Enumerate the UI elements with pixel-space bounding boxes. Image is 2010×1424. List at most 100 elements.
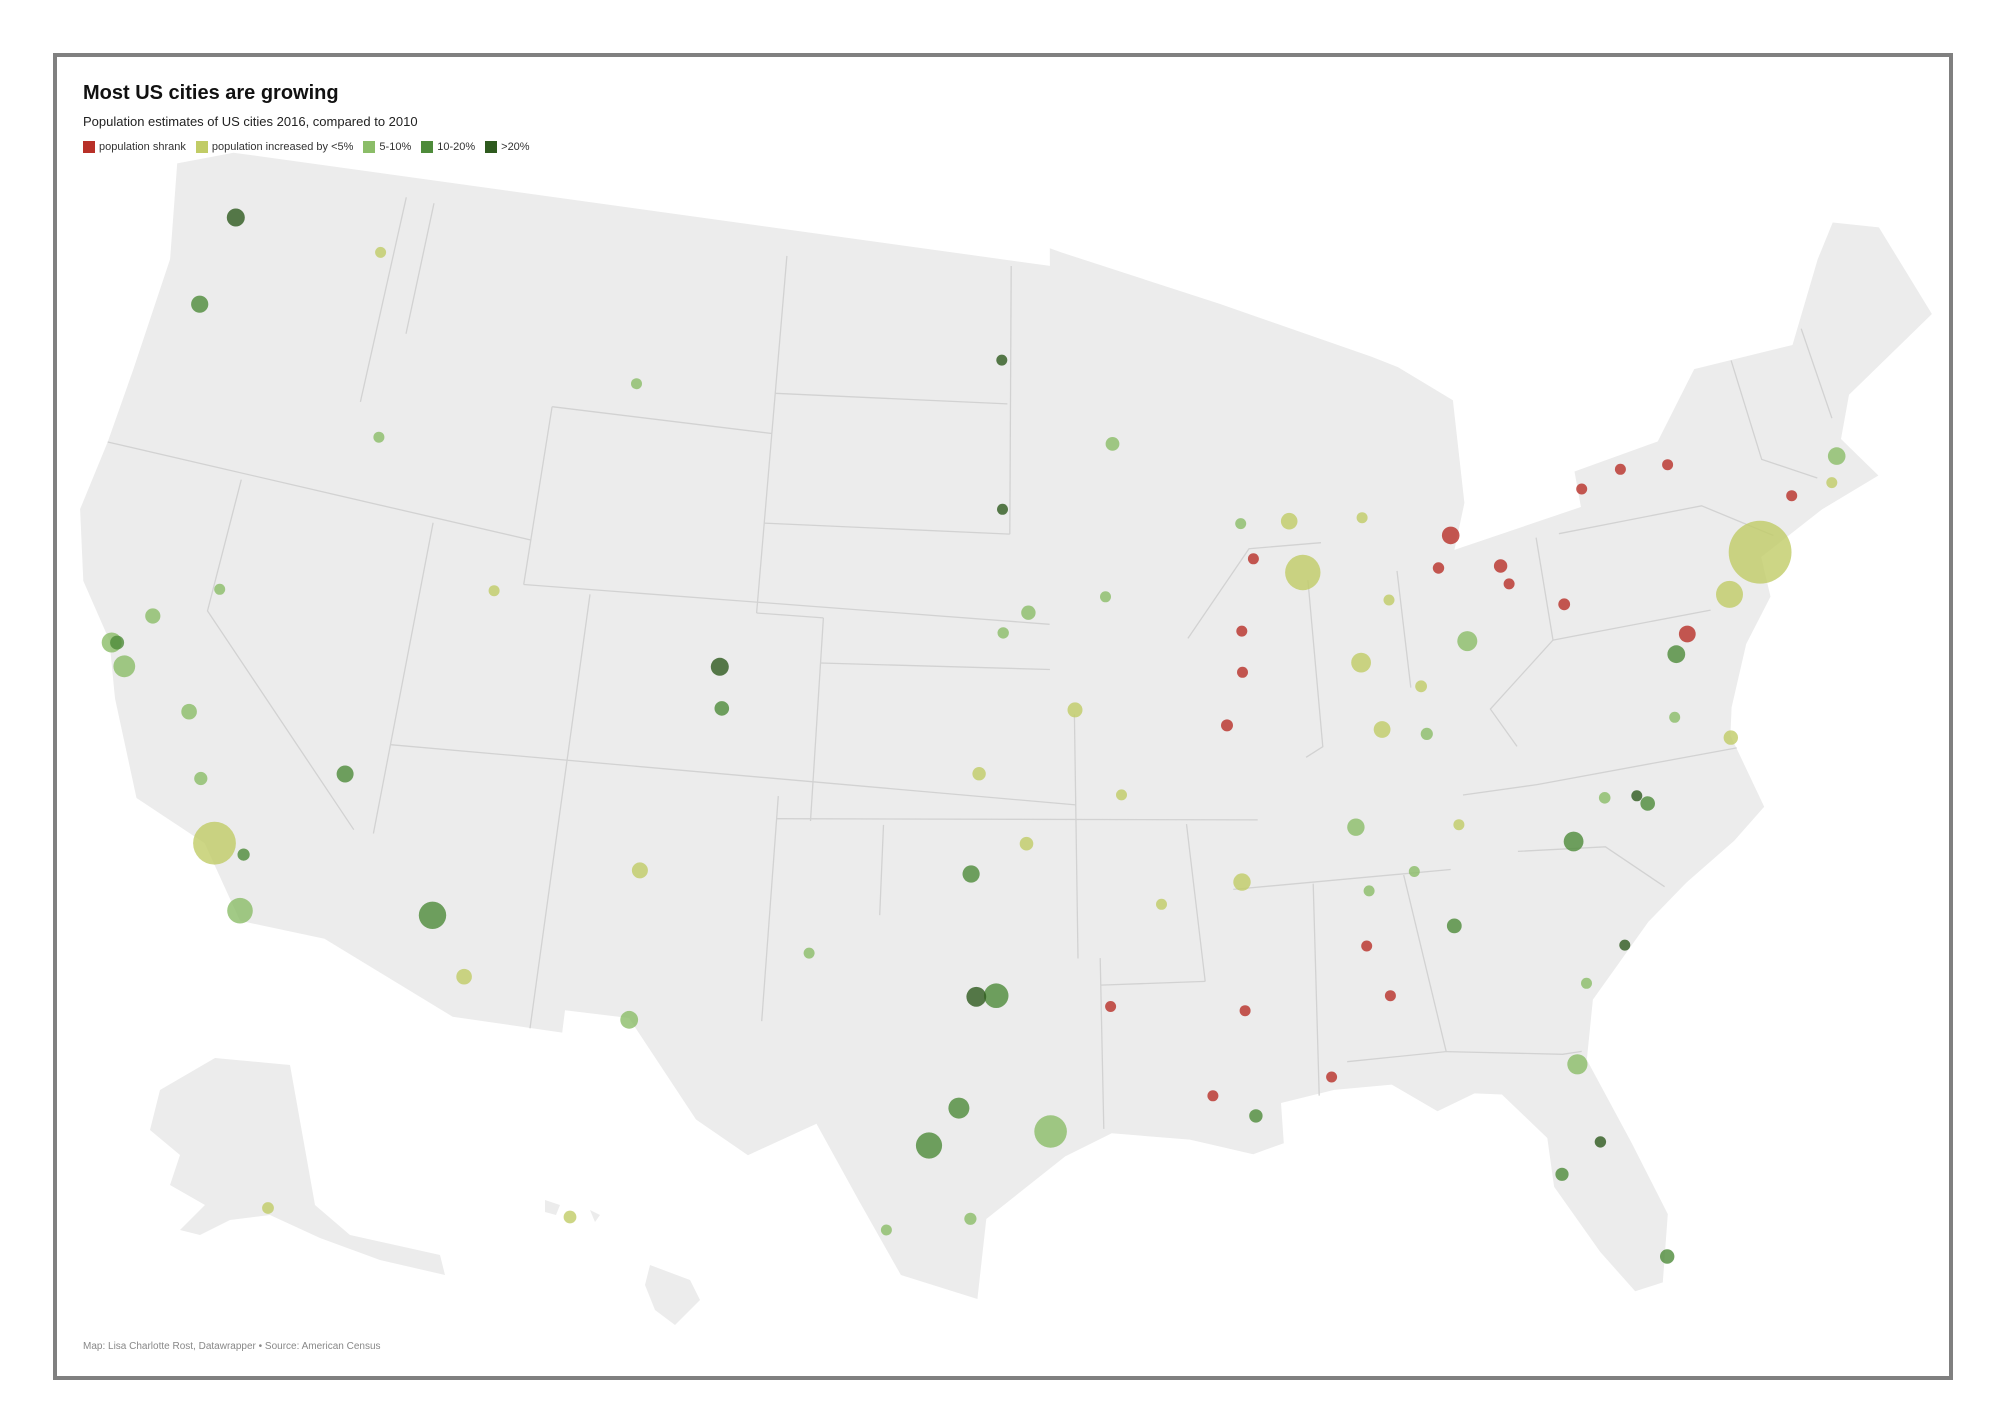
city-bubble[interactable] [214,583,226,595]
city-bubble[interactable] [1555,1167,1569,1181]
city-bubble[interactable] [1237,666,1248,678]
city-bubble[interactable] [1361,940,1373,952]
city-bubble[interactable] [262,1202,274,1214]
city-bubble[interactable] [1363,885,1375,897]
city-bubble[interactable] [1356,512,1368,524]
city-bubble[interactable] [1786,490,1798,502]
city-bubble[interactable] [1116,789,1127,801]
state-border [206,479,355,831]
city-bubble[interactable] [1384,990,1396,1002]
city-bubble[interactable] [1660,1249,1675,1264]
city-bubble[interactable] [418,901,447,929]
city-bubble[interactable] [962,865,980,883]
city-bubble[interactable] [1408,866,1420,877]
city-bubble[interactable] [1493,559,1508,573]
city-bubble[interactable] [1347,818,1365,836]
city-bubble[interactable] [1351,652,1371,673]
city-bubble[interactable] [915,1132,943,1159]
city-bubble[interactable] [1598,792,1611,804]
city-bubble[interactable] [1441,526,1460,545]
city-bubble[interactable] [1105,437,1120,451]
city-bubble[interactable] [1678,625,1696,643]
city-bubble[interactable] [181,703,197,720]
city-bubble[interactable] [1019,836,1034,851]
city-bubble[interactable] [803,947,815,959]
city-bubble[interactable] [373,431,385,443]
city-bubble[interactable] [1326,1071,1338,1083]
city-bubble[interactable] [1021,605,1036,620]
city-bubble[interactable] [1432,562,1445,574]
city-bubble[interactable] [880,1224,892,1236]
city-bubble[interactable] [1558,598,1571,611]
city-bubble[interactable] [1280,512,1298,530]
city-bubble[interactable] [1728,520,1792,584]
city-bubble[interactable] [375,246,387,258]
city-bubble[interactable] [1716,580,1743,608]
city-bubble[interactable] [1453,819,1465,831]
city-bubble[interactable] [1594,1136,1607,1148]
city-bubble[interactable] [1576,483,1588,495]
city-bubble[interactable] [1383,594,1395,606]
city-bubble[interactable] [1667,645,1686,664]
city-bubble[interactable] [1420,727,1433,741]
city-bubble[interactable] [193,821,236,865]
city-bubble[interactable] [1614,463,1626,475]
city-bubble[interactable] [1563,831,1584,852]
city-bubble[interactable] [996,354,1008,366]
city-bubble[interactable] [1415,680,1427,693]
city-bubble[interactable] [983,983,1009,1008]
city-bubble[interactable] [1247,553,1259,565]
city-bubble[interactable] [563,1210,577,1224]
city-bubble[interactable] [488,585,500,597]
city-bubble[interactable] [113,655,136,678]
city-bubble[interactable] [714,701,730,716]
city-bubble[interactable] [964,1212,977,1225]
city-bubble[interactable] [972,767,986,781]
city-bubble[interactable] [710,657,729,676]
city-bubble[interactable] [1826,477,1838,489]
state-border [1187,542,1322,639]
city-bubble[interactable] [997,503,1008,515]
city-bubble[interactable] [1640,796,1655,811]
city-bubble[interactable] [1100,591,1111,603]
city-bubble[interactable] [620,1010,639,1029]
city-bubble[interactable] [1827,447,1846,465]
city-bubble[interactable] [1446,918,1462,934]
city-bubble[interactable] [1457,631,1478,652]
city-bubble[interactable] [191,295,209,313]
city-bubble[interactable] [631,378,642,390]
city-bubble[interactable] [1669,711,1681,723]
city-bubble[interactable] [1567,1054,1588,1075]
city-bubble[interactable] [1236,625,1248,637]
city-bubble[interactable] [1285,554,1321,591]
city-bubble[interactable] [1373,721,1391,738]
city-bubble[interactable] [1156,898,1167,910]
city-bubble[interactable] [110,635,125,650]
city-bubble[interactable] [1067,702,1083,718]
city-bubble[interactable] [237,848,250,861]
city-bubble[interactable] [997,627,1009,639]
city-bubble[interactable] [1581,977,1592,989]
city-bubble[interactable] [948,1097,970,1119]
city-bubble[interactable] [1631,790,1643,802]
city-bubble[interactable] [1503,578,1515,590]
city-bubble[interactable] [1233,873,1251,891]
city-bubble[interactable] [227,897,253,924]
city-bubble[interactable] [966,986,987,1007]
city-bubble[interactable] [1207,1090,1219,1102]
city-bubble[interactable] [1662,459,1674,471]
city-bubble[interactable] [194,771,208,786]
city-bubble[interactable] [1105,1001,1117,1012]
city-bubble[interactable] [1249,1109,1263,1123]
city-bubble[interactable] [631,862,648,879]
city-bubble[interactable] [1034,1115,1067,1148]
city-bubble[interactable] [1723,730,1739,745]
city-bubble[interactable] [1619,939,1631,951]
city-bubble[interactable] [145,608,161,624]
city-bubble[interactable] [1235,518,1247,530]
city-bubble[interactable] [456,968,472,985]
city-bubble[interactable] [336,765,354,783]
city-bubble[interactable] [1239,1005,1251,1017]
city-bubble[interactable] [1221,719,1233,732]
city-bubble[interactable] [226,208,245,227]
